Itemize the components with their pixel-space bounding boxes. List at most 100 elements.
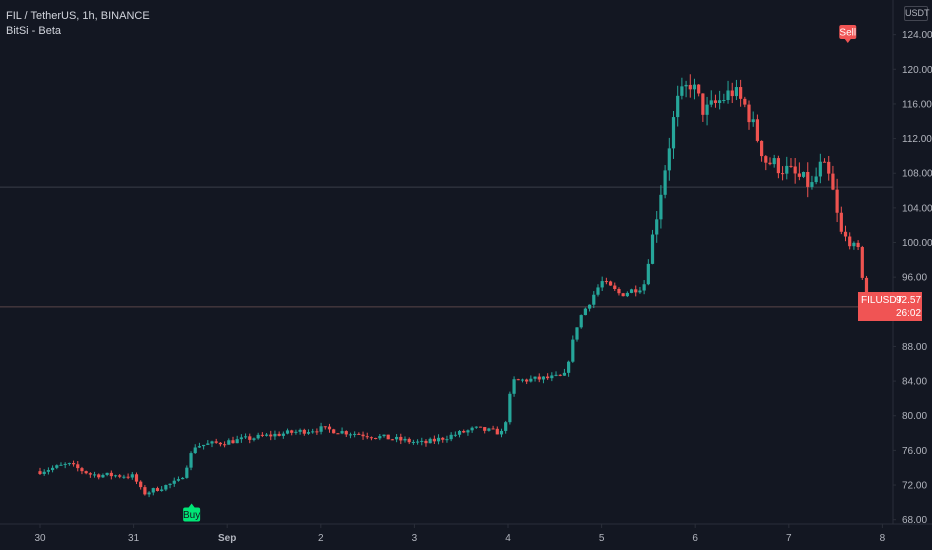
candle-body (550, 375, 554, 379)
candle-body (839, 212, 843, 232)
candle-body (608, 281, 613, 286)
y-tick-label: 112.00 (902, 134, 932, 145)
candle-body (676, 95, 680, 118)
chart-title: FIL / TetherUS, 1h, BINANCE (6, 10, 150, 22)
candle-body (432, 438, 436, 442)
candle-body (567, 361, 571, 373)
candle-body (302, 429, 306, 434)
candle-body (357, 433, 361, 435)
candle-body (596, 287, 600, 295)
candle-body (202, 444, 206, 447)
signal-pointer (844, 39, 851, 44)
y-tick-label: 80.00 (902, 411, 927, 422)
candle-body (332, 429, 336, 434)
x-tick-label: 5 (599, 533, 605, 544)
candle-body (353, 433, 357, 435)
candle-body (411, 441, 415, 443)
candle-body (445, 439, 449, 441)
candle-body (294, 431, 298, 433)
candle-body (835, 189, 839, 213)
candle-body (46, 470, 50, 472)
candle-body (264, 434, 269, 436)
candle-body (143, 487, 147, 495)
candle-body (243, 436, 248, 438)
signal-label: Sell (839, 28, 856, 39)
candle-body (181, 477, 185, 480)
candle-body (449, 434, 453, 440)
x-tick-label: 30 (34, 533, 46, 544)
y-tick-label: 120.00 (902, 65, 932, 76)
candle-body (453, 434, 457, 436)
candle-body (336, 433, 340, 435)
candle-body (776, 158, 780, 174)
candle-body (520, 379, 525, 381)
y-tick-label: 96.00 (902, 273, 927, 284)
candle-body (843, 231, 848, 237)
candle-body (210, 441, 214, 444)
candle-body (613, 285, 617, 290)
candle-body (508, 393, 512, 423)
candle-body (768, 162, 772, 165)
candle-body (105, 472, 109, 475)
candle-body (806, 172, 810, 187)
candle-body (298, 429, 302, 432)
candle-body (705, 104, 709, 115)
candle-body (617, 289, 621, 294)
y-tick-label: 116.00 (902, 99, 932, 110)
x-tick-label: 8 (880, 533, 886, 544)
candle-body (147, 492, 151, 495)
candle-body (281, 433, 285, 436)
candle-body (621, 293, 625, 297)
candle-body (751, 119, 755, 123)
candle-body (734, 87, 739, 97)
y-tick-label: 108.00 (902, 169, 932, 180)
candle-body (386, 434, 390, 440)
candle-body (415, 441, 420, 443)
candle-body (369, 437, 374, 439)
candle-body (789, 165, 793, 167)
x-tick-label: 31 (128, 533, 140, 544)
candle-body (134, 474, 139, 482)
x-tick-label: 6 (692, 533, 698, 544)
candle-body (852, 242, 856, 247)
candle-body (642, 284, 646, 291)
candle-body (42, 471, 46, 474)
candle-body (743, 98, 747, 105)
candle-body (323, 426, 327, 428)
candle-body (457, 431, 462, 435)
candle-body (772, 158, 776, 165)
candle-body (718, 100, 722, 103)
axis-unit-label[interactable]: USDT (904, 6, 930, 21)
candle-body (248, 436, 252, 440)
candle-body (151, 488, 155, 493)
candle-body (109, 472, 113, 477)
candle-body (407, 438, 411, 443)
last-price-value: 92.57 (896, 295, 922, 306)
candle-body (625, 292, 629, 297)
candle-body (80, 468, 84, 472)
candle-body (797, 173, 801, 177)
candle-body (63, 463, 67, 465)
candle-body (671, 117, 676, 149)
candle-body (533, 376, 537, 379)
candle-body (722, 100, 726, 102)
candle-body (541, 376, 546, 380)
candle-body (189, 453, 193, 468)
candle-body (315, 431, 319, 433)
x-tick-label: 7 (786, 533, 792, 544)
candle-body (701, 93, 705, 115)
y-tick-label: 100.00 (902, 238, 932, 249)
candle-body (206, 443, 210, 445)
x-tick-label: 2 (318, 533, 324, 544)
candle-body (546, 376, 550, 379)
candle-body (403, 438, 407, 441)
candle-body (495, 428, 499, 435)
candle-body (50, 467, 55, 471)
signal-label: Buy (183, 510, 200, 521)
y-tick-label: 72.00 (902, 481, 927, 492)
candle-body (113, 475, 118, 477)
indicator-label[interactable]: BitSi - Beta (6, 25, 62, 37)
candle-body (650, 234, 655, 264)
candle-body (525, 379, 529, 382)
